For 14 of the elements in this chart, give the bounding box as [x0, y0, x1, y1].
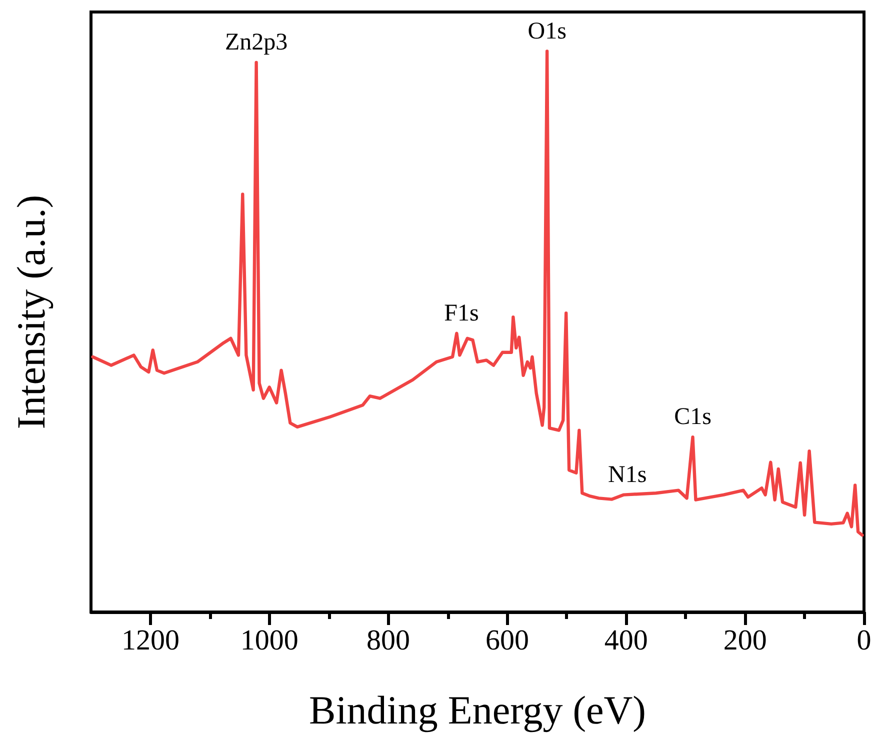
x-axis-title: Binding Energy (eV): [309, 688, 646, 732]
x-tick-label: 0: [856, 624, 872, 656]
x-tick-label: 1200: [121, 624, 180, 656]
annotation: Zn2p3: [224, 29, 288, 56]
annotation: O1s: [528, 18, 566, 44]
y-axis-title: Intensity (a.u.): [8, 194, 54, 430]
x-tick-label: 200: [723, 624, 767, 656]
annotation: N1s: [608, 462, 647, 488]
annotation: C1s: [674, 404, 712, 430]
annotation: F1s: [444, 300, 479, 326]
x-tick-label: 400: [604, 624, 648, 656]
x-tick-label: 1000: [240, 624, 298, 656]
x-tick-label: 600: [485, 624, 529, 656]
x-tick-label: 800: [366, 624, 410, 656]
